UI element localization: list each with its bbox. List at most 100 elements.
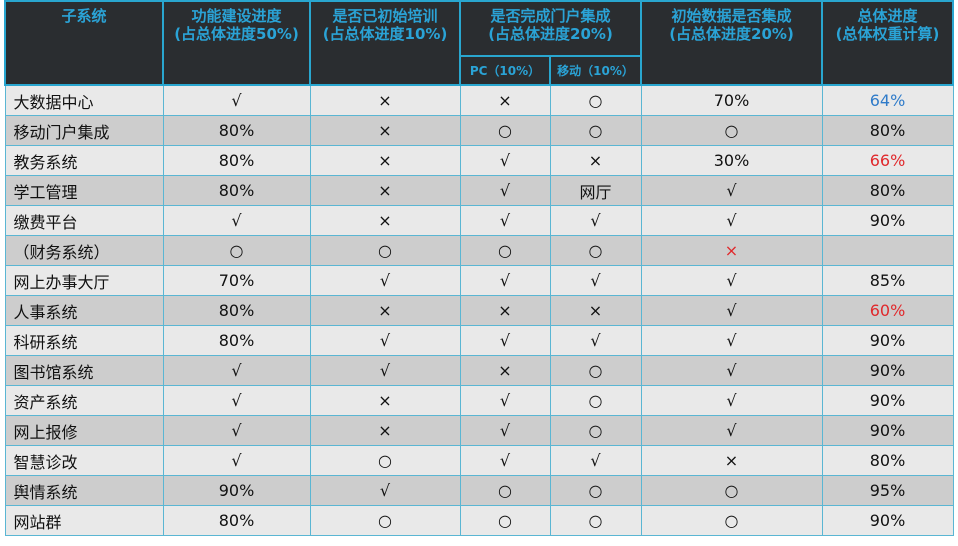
table-row: 网上报修 √ × √ ○ √ 90% — [4, 415, 954, 446]
header-mobile: 移动（10%） — [549, 55, 642, 86]
cell-training: × — [309, 205, 461, 236]
progress-table: 子系统 功能建设进度 (占总体进度50%) 是否已初始培训 (占总体进度10%) 是… — [4, 0, 954, 536]
cell-training: × — [309, 385, 461, 416]
cell-func-progress: √ — [162, 445, 311, 476]
cell-total: 85% — [821, 265, 954, 296]
cell-subsystem: 网上报修 — [4, 415, 164, 446]
cell-mobile: √ — [549, 265, 642, 296]
header-init-data: 初始数据是否集成 (占总体进度20%) — [640, 0, 823, 86]
cell-pc: √ — [459, 175, 551, 206]
cell-pc: ○ — [459, 475, 551, 506]
cell-subsystem: 舆情系统 — [4, 475, 164, 506]
cell-total: 90% — [821, 505, 954, 536]
cell-total: 90% — [821, 355, 954, 386]
cell-total: 60% — [821, 295, 954, 326]
cell-subsystem: 大数据中心 — [4, 84, 164, 116]
cell-func-progress: √ — [162, 385, 311, 416]
cell-pc: ○ — [459, 235, 551, 266]
cell-subsystem: 移动门户集成 — [4, 115, 164, 146]
cell-subsystem: 人事系统 — [4, 295, 164, 326]
cell-training: × — [309, 415, 461, 446]
cell-mobile: ○ — [549, 505, 642, 536]
cell-training: × — [309, 145, 461, 176]
table-row: 舆情系统 90% √ ○ ○ ○ 95% — [4, 475, 954, 506]
cell-subsystem: 学工管理 — [4, 175, 164, 206]
cell-mobile: ○ — [549, 385, 642, 416]
cell-init-data: × — [640, 445, 823, 476]
cell-func-progress: 80% — [162, 325, 311, 356]
cell-mobile: ○ — [549, 235, 642, 266]
cell-total: 80% — [821, 445, 954, 476]
cell-init-data: √ — [640, 385, 823, 416]
cell-init-data: ○ — [640, 505, 823, 536]
cell-func-progress: 80% — [162, 115, 311, 146]
cell-mobile: 网厅 — [549, 175, 642, 206]
table-row: 智慧诊改 √ ○ √ √ × 80% — [4, 445, 954, 476]
header-pc: PC（10%） — [459, 55, 551, 86]
cell-training: ○ — [309, 235, 461, 266]
cell-pc: × — [459, 84, 551, 116]
table-row: 图书馆系统 √ √ × ○ √ 90% — [4, 355, 954, 386]
cell-pc: √ — [459, 265, 551, 296]
cell-func-progress: √ — [162, 355, 311, 386]
cell-training: ○ — [309, 505, 461, 536]
cell-total: 90% — [821, 385, 954, 416]
table-row: （财务系统） ○ ○ ○ ○ × — [4, 235, 954, 266]
table-row: 资产系统 √ × √ ○ √ 90% — [4, 385, 954, 416]
cell-pc: × — [459, 355, 551, 386]
cell-init-data: √ — [640, 175, 823, 206]
cell-init-data: √ — [640, 355, 823, 386]
header-func-progress: 功能建设进度 (占总体进度50%) — [162, 0, 311, 86]
cell-init-data: 30% — [640, 145, 823, 176]
cell-pc: ○ — [459, 115, 551, 146]
table-row: 大数据中心 √ × × ○ 70% 64% — [4, 84, 954, 116]
cell-training: × — [309, 84, 461, 116]
cell-pc: √ — [459, 385, 551, 416]
cell-pc: √ — [459, 445, 551, 476]
cell-total: 66% — [821, 145, 954, 176]
cell-subsystem: 教务系统 — [4, 145, 164, 176]
cell-init-data: √ — [640, 415, 823, 446]
cell-subsystem: 科研系统 — [4, 325, 164, 356]
cell-init-data: √ — [640, 205, 823, 236]
cell-subsystem: （财务系统） — [4, 235, 164, 266]
cell-total: 80% — [821, 115, 954, 146]
cell-training: × — [309, 115, 461, 146]
cell-pc: √ — [459, 145, 551, 176]
cell-mobile: × — [549, 295, 642, 326]
cell-mobile: ○ — [549, 355, 642, 386]
header-total: 总体进度 (总体权重计算) — [821, 0, 954, 86]
cell-init-data: × — [640, 235, 823, 266]
cell-subsystem: 缴费平台 — [4, 205, 164, 236]
table-row: 学工管理 80% × √ 网厅 √ 80% — [4, 175, 954, 206]
cell-func-progress: 80% — [162, 505, 311, 536]
table-row: 移动门户集成 80% × ○ ○ ○ 80% — [4, 115, 954, 146]
cell-mobile: ○ — [549, 475, 642, 506]
cell-mobile: √ — [549, 205, 642, 236]
cell-func-progress: 80% — [162, 295, 311, 326]
cell-training: √ — [309, 475, 461, 506]
table-body: 大数据中心 √ × × ○ 70% 64% 移动门户集成 80% × ○ ○ ○ 80% 教务系统 80% × √… — [4, 84, 954, 536]
cell-training: √ — [309, 355, 461, 386]
cell-training: √ — [309, 265, 461, 296]
cell-total: 64% — [821, 84, 954, 116]
cell-init-data: √ — [640, 265, 823, 296]
cell-mobile: ○ — [549, 84, 642, 116]
table-row: 网站群 80% ○ ○ ○ ○ 90% — [4, 505, 954, 536]
cell-mobile: ○ — [549, 115, 642, 146]
cell-func-progress: 90% — [162, 475, 311, 506]
cell-init-data: ○ — [640, 475, 823, 506]
cell-func-progress: 80% — [162, 175, 311, 206]
cell-pc: √ — [459, 205, 551, 236]
cell-func-progress: 70% — [162, 265, 311, 296]
cell-func-progress: ○ — [162, 235, 311, 266]
cell-training: × — [309, 175, 461, 206]
cell-training: ○ — [309, 445, 461, 476]
header-subsystem: 子系统 — [4, 0, 164, 86]
cell-mobile: √ — [549, 325, 642, 356]
cell-pc: √ — [459, 415, 551, 446]
cell-total: 90% — [821, 325, 954, 356]
cell-total — [821, 235, 954, 266]
cell-total: 95% — [821, 475, 954, 506]
cell-subsystem: 图书馆系统 — [4, 355, 164, 386]
